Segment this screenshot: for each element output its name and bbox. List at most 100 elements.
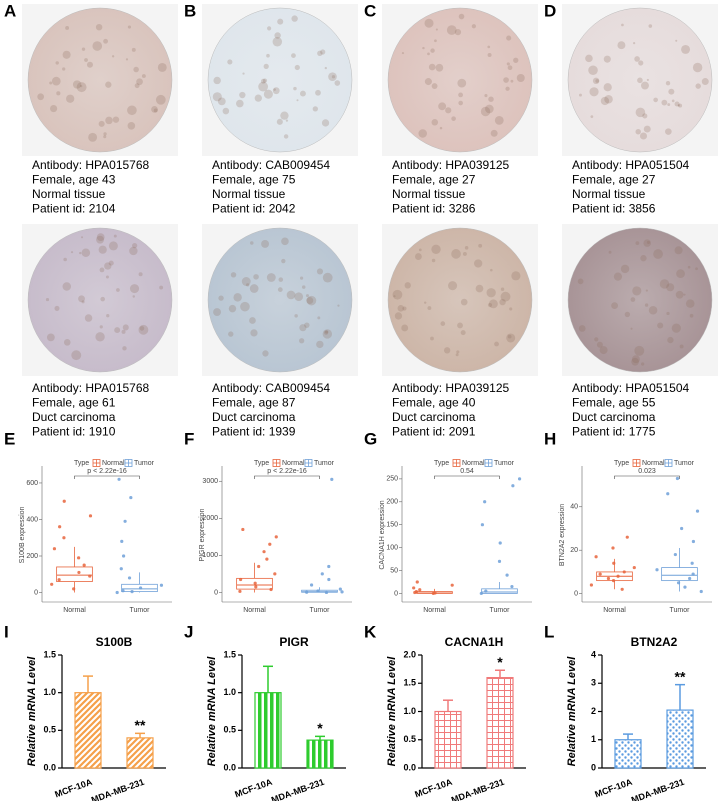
tissue-texture <box>488 96 494 102</box>
tissue-texture <box>114 327 121 334</box>
legend-title: Type <box>254 460 269 467</box>
data-point <box>414 589 418 594</box>
y-tick-label: 4 <box>591 649 596 659</box>
tissue-texture <box>239 91 246 99</box>
image-caption: Female, age 87 <box>212 396 296 410</box>
tissue-texture <box>134 83 140 89</box>
tissue-texture <box>634 345 645 356</box>
tissue-texture <box>635 107 646 118</box>
tissue-texture <box>291 53 296 58</box>
legend-label: Tumor <box>674 460 695 467</box>
tissue-texture <box>153 108 158 113</box>
x-tick-label: MCF-10A <box>593 777 634 800</box>
tissue-texture <box>88 132 98 142</box>
tissue-texture <box>108 241 118 251</box>
y-tick-label: 1.5 <box>43 649 56 659</box>
tissue-texture <box>677 104 680 107</box>
y-tick-label: 0.0 <box>43 762 56 772</box>
tissue-texture <box>105 116 113 125</box>
box <box>56 566 93 582</box>
tissue-texture <box>299 324 307 332</box>
tissue-texture <box>132 243 138 249</box>
tissue-texture <box>267 26 272 31</box>
significance-bracket <box>74 475 140 479</box>
tissue-texture <box>133 66 139 73</box>
tissue-texture <box>250 241 254 245</box>
tissue-texture <box>103 38 108 44</box>
tissue-texture <box>484 94 488 98</box>
data-point <box>309 583 314 587</box>
tissue-texture <box>454 29 462 36</box>
tissue-texture <box>273 88 276 91</box>
tissue-texture <box>678 103 683 108</box>
y-tick-label: 0.0 <box>403 762 416 772</box>
data-point <box>691 572 695 576</box>
data-point <box>254 585 258 589</box>
tissue-texture <box>451 116 456 121</box>
y-tick-label: 200 <box>386 499 398 506</box>
significance-bracket <box>254 475 320 479</box>
tissue-texture <box>460 298 468 306</box>
tissue-texture <box>665 81 671 86</box>
tissue-texture <box>600 96 610 106</box>
data-point <box>620 587 624 591</box>
bar <box>126 737 154 769</box>
tissue-texture <box>79 251 82 255</box>
box <box>481 588 518 594</box>
data-point <box>62 536 66 540</box>
tissue-texture <box>76 82 87 93</box>
data-point <box>130 590 134 594</box>
tissue-texture <box>129 246 138 256</box>
bar <box>254 692 282 769</box>
data-point <box>666 492 670 496</box>
tissue-texture <box>577 278 584 285</box>
tissue-texture <box>99 325 103 329</box>
tissue-texture <box>105 275 109 279</box>
tissue-texture <box>611 302 618 310</box>
panel-letter: E <box>4 429 15 448</box>
tissue-texture <box>113 234 117 238</box>
data-point <box>239 577 243 582</box>
y-tick-label: 0 <box>34 589 38 596</box>
tissue-texture <box>84 58 88 62</box>
tissue-texture <box>683 293 686 296</box>
tissue-texture <box>661 99 668 106</box>
data-point <box>50 582 54 586</box>
tissue-texture <box>630 297 636 302</box>
data-point <box>412 586 416 590</box>
image-caption: Female, age 27 <box>572 173 656 187</box>
tissue-texture <box>155 94 166 105</box>
chart-title: PIGR <box>279 635 309 649</box>
tissue-texture <box>645 289 648 292</box>
data-point <box>675 476 680 481</box>
tissue-texture <box>671 99 675 103</box>
data-point <box>691 539 696 544</box>
data-point <box>115 590 119 595</box>
data-point <box>257 564 261 569</box>
data-point <box>117 477 121 481</box>
tissue-texture <box>499 298 506 306</box>
data-point <box>324 590 329 595</box>
panel-letter: D <box>544 1 556 20</box>
tissue-texture <box>138 324 149 335</box>
tissue-texture <box>653 249 663 259</box>
tissue-texture <box>485 104 494 114</box>
data-point <box>273 572 277 576</box>
tissue-texture <box>675 39 678 42</box>
chart-title: S100B <box>96 635 133 649</box>
tissue-texture <box>141 74 146 78</box>
box <box>236 577 273 590</box>
tissue-texture <box>641 362 645 366</box>
tissue-texture <box>404 282 411 289</box>
image-caption: Antibody: HPA015768 <box>32 158 150 172</box>
legend-label: Tumor <box>314 460 335 467</box>
tissue-texture <box>278 277 284 282</box>
tissue-texture <box>657 322 664 329</box>
tissue-texture <box>260 78 266 84</box>
tissue-texture <box>608 250 612 254</box>
tissue-texture <box>689 313 694 318</box>
image-caption: Female, age 55 <box>572 396 656 410</box>
tissue-texture <box>266 273 276 282</box>
tissue-texture <box>81 248 91 257</box>
tissue-texture <box>456 350 460 354</box>
